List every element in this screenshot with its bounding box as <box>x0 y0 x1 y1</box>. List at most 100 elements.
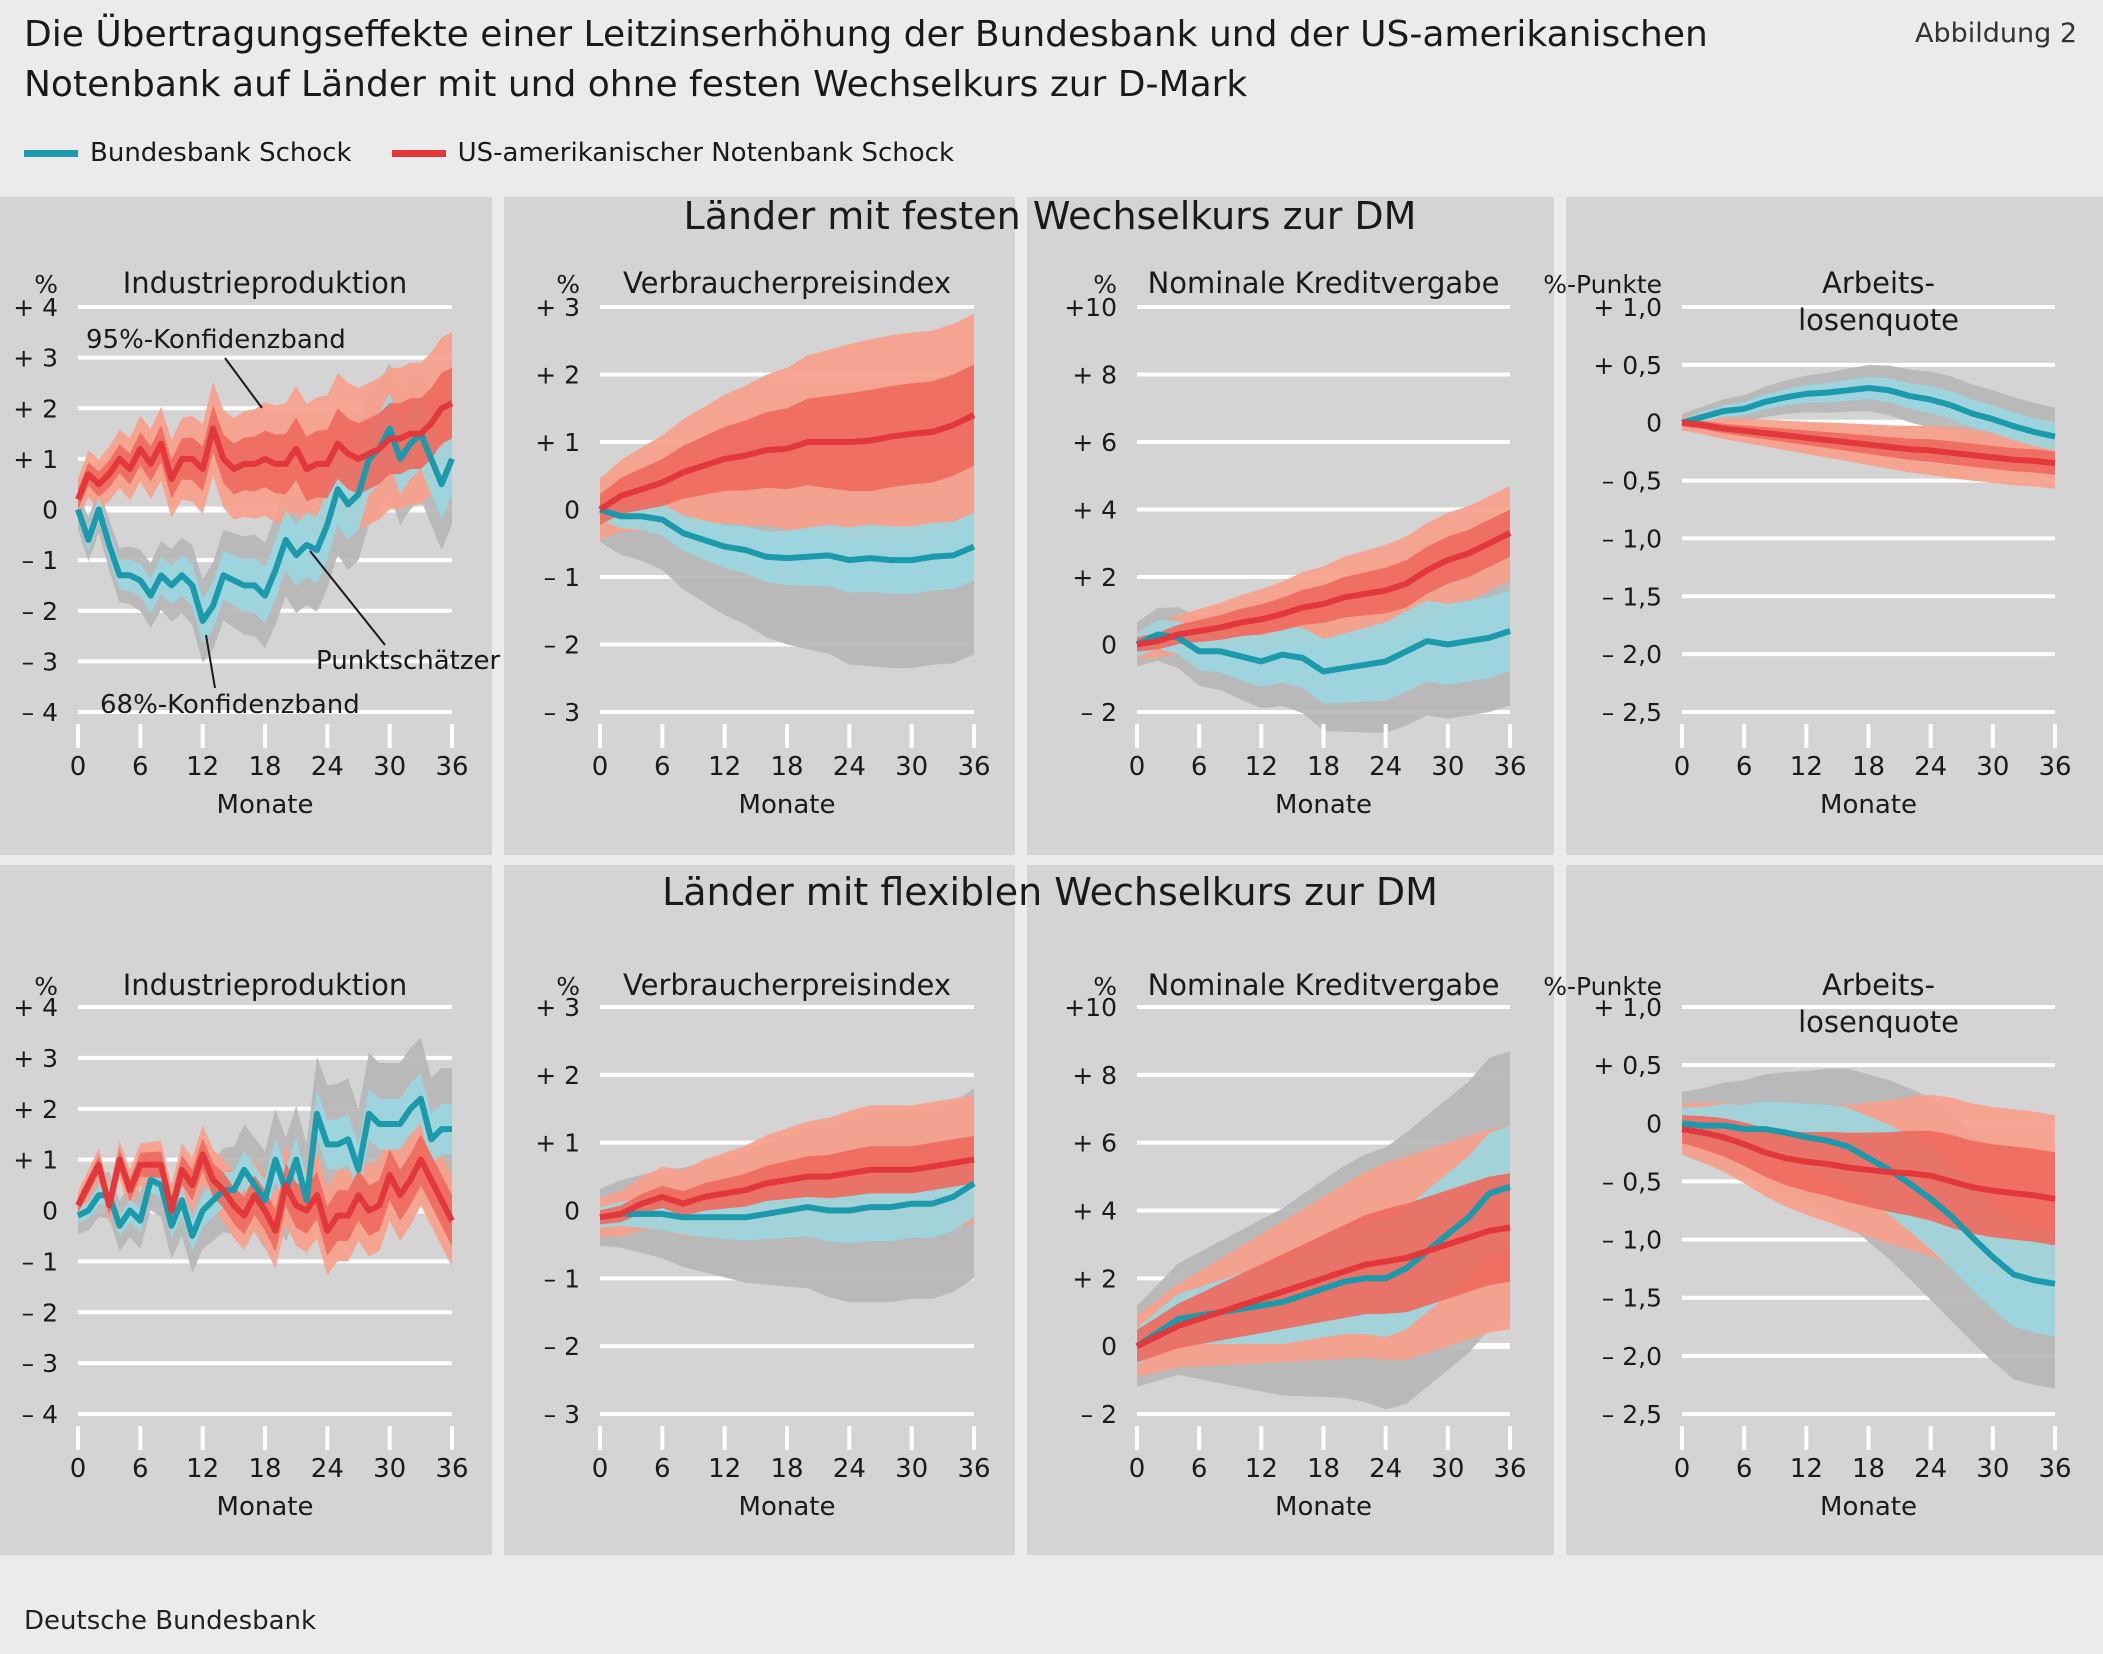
panel-title: Nominale Kreditvergabe <box>1148 968 1500 1002</box>
panel-2-2: + 3 + 2 + 1 0 – 1 – 2 – 3 0 6 12 18 24 30 36 Monate% Ve… <box>535 968 990 1522</box>
y-tick-label: + 2 <box>535 361 580 390</box>
x-tick-label: 0 <box>1129 752 1146 782</box>
line-us-fed <box>75 400 454 501</box>
band-68-bundesbank <box>1682 376 2055 451</box>
x-tick-label: 12 <box>1245 1454 1278 1484</box>
x-tick-label: 36 <box>957 1454 990 1484</box>
panel-2-3: +10 + 8 + 6 + 4 + 2 0 – 2 0 6 12 18 24 30 36 Monate% No… <box>1064 968 1526 1522</box>
y-tick-label: + 4 <box>1072 1197 1117 1226</box>
x-axis-label: Monate <box>1820 790 1917 820</box>
y-tick-label: + 1 <box>13 1146 58 1175</box>
y-tick-label: + 3 <box>13 1044 58 1073</box>
panel-title: Nominale Kreditvergabe <box>1148 266 1500 300</box>
panel-title: Industrieproduktion <box>123 968 408 1002</box>
line-us-fed <box>1136 530 1512 648</box>
y-tick-label: + 0,5 <box>1593 351 1662 380</box>
x-tick-label: 0 <box>592 752 609 782</box>
x-tick-label: 24 <box>1914 752 1947 782</box>
y-tick-label: +10 <box>1064 993 1117 1022</box>
legend-label-us-fed: US-amerikanischer Notenbank Schock <box>457 138 955 168</box>
x-tick-label: 0 <box>1674 752 1691 782</box>
y-unit-label: % <box>556 270 580 299</box>
y-tick-label: – 0,5 <box>1602 1167 1662 1196</box>
chart-title-line-2: Notenbank auf Länder mit und ohne festen… <box>24 64 1248 105</box>
y-unit-label: % <box>34 270 58 299</box>
x-tick-label: 0 <box>70 752 87 782</box>
band-68-bundesbank <box>78 393 452 644</box>
y-tick-label: – 1,0 <box>1602 1226 1662 1255</box>
x-tick-label: 6 <box>1736 1454 1753 1484</box>
panel-1-1: + 4 + 3 + 2 + 1 0 – 1 – 2 – 3 – 4 0 6 12 18 24 30 36 Mon… <box>13 266 468 820</box>
x-tick-label: 6 <box>654 752 671 782</box>
x-tick-label: 18 <box>248 1454 281 1484</box>
panel-1-4: + 1,0 + 0,5 0 – 0,5 – 1,0 – 1,5 – 2,0 – 2,5 0 6 12… <box>1543 266 2071 820</box>
x-tick-label: 24 <box>1369 1454 1402 1484</box>
x-tick-label: 12 <box>708 752 741 782</box>
x-tick-label: 0 <box>1129 1454 1146 1484</box>
y-tick-label: + 4 <box>13 293 58 322</box>
x-tick-label: 12 <box>186 752 219 782</box>
x-tick-label: 36 <box>957 752 990 782</box>
y-tick-label: + 0,5 <box>1593 1051 1662 1080</box>
line-bundesbank <box>599 1180 976 1221</box>
x-tick-label: 0 <box>592 1454 609 1484</box>
x-tick-label: 24 <box>833 1454 866 1484</box>
y-tick-label: – 2,0 <box>1602 1342 1662 1371</box>
y-tick-label: + 1 <box>535 428 580 457</box>
line-bundesbank <box>1681 385 2056 440</box>
y-tick-label: – 3 <box>544 698 580 727</box>
line-us-fed <box>1681 419 2056 467</box>
legend-item-us-fed: US-amerikanischer Notenbank Schock <box>391 138 955 168</box>
x-tick-label: 12 <box>1790 1454 1823 1484</box>
annotations: 95%-Konfidenzband Punktschätzer 68%-Konfid… <box>86 325 501 720</box>
x-tick-label: 18 <box>1852 1454 1885 1484</box>
line-us-fed <box>598 412 976 513</box>
panel-title: losenquote <box>1798 1005 1959 1039</box>
y-tick-label: + 4 <box>1072 496 1117 525</box>
x-tick-label: 30 <box>373 1454 406 1484</box>
x-tick-label: 0 <box>1674 1454 1691 1484</box>
chart-grid: Länder mit festen Wechselkurs zur DM+ 4+… <box>0 194 2103 1555</box>
band-68-us-fed <box>600 364 974 525</box>
x-tick-label: 6 <box>132 752 149 782</box>
line-us-fed <box>1135 1224 1511 1349</box>
x-axis-label: Monate <box>739 790 836 820</box>
x-axis-label: Monate <box>217 1492 314 1522</box>
x-tick-label: 30 <box>895 1454 928 1484</box>
y-tick-label: – 1 <box>22 546 58 575</box>
legend-swatch-bundesbank <box>24 149 78 157</box>
row-title: Länder mit flexiblen Wechselkurs zur DM <box>662 870 1438 914</box>
x-tick-label: 18 <box>1307 752 1340 782</box>
annotation-95-band: 95%-Konfidenzband <box>86 325 346 355</box>
source-note: Deutsche Bundesbank <box>24 1606 317 1636</box>
x-tick-label: 12 <box>186 1454 219 1484</box>
band-68-bundesbank <box>600 499 974 594</box>
y-tick-label: – 1,5 <box>1602 582 1662 611</box>
x-tick-label: 36 <box>2038 752 2071 782</box>
panel-1-3: +10 + 8 + 6 + 4 + 2 0 – 2 0 6 12 18 24 30 36 Monate% No… <box>1064 266 1526 820</box>
y-tick-label: + 2 <box>1072 1264 1117 1293</box>
y-tick-label: + 2 <box>13 1095 58 1124</box>
y-tick-label: + 3 <box>535 293 580 322</box>
annotation-leader <box>224 357 263 409</box>
x-axis-label: Monate <box>217 790 314 820</box>
legend: Bundesbank Schock US-amerikanischer Note… <box>24 138 994 168</box>
panel-title: Verbraucherpreisindex <box>623 968 951 1002</box>
y-unit-label: % <box>1093 270 1117 299</box>
line-bundesbank <box>75 425 455 624</box>
y-tick-label: 0 <box>1101 1332 1117 1361</box>
x-tick-label: 12 <box>708 1454 741 1484</box>
panel-title: Verbraucherpreisindex <box>623 266 951 300</box>
legend-item-bundesbank: Bundesbank Schock <box>24 138 352 168</box>
panel-title: losenquote <box>1798 303 1959 337</box>
y-unit-label: %-Punkte <box>1543 972 1662 1001</box>
row-title: Länder mit festen Wechselkurs zur DM <box>684 194 1417 238</box>
x-tick-label: 36 <box>1493 1454 1526 1484</box>
y-tick-label: – 1 <box>544 563 580 592</box>
panel-2-4: + 1,0 + 0,5 0 – 0,5 – 1,0 – 1,5 – 2,0 – 2,5 0 6 12… <box>1543 968 2071 1522</box>
y-tick-label: + 8 <box>1072 1061 1117 1090</box>
x-axis-label: Monate <box>1275 790 1372 820</box>
band-68-us-fed <box>1682 1115 2055 1246</box>
x-tick-label: 30 <box>1976 1454 2009 1484</box>
annotation-leader <box>205 634 216 689</box>
